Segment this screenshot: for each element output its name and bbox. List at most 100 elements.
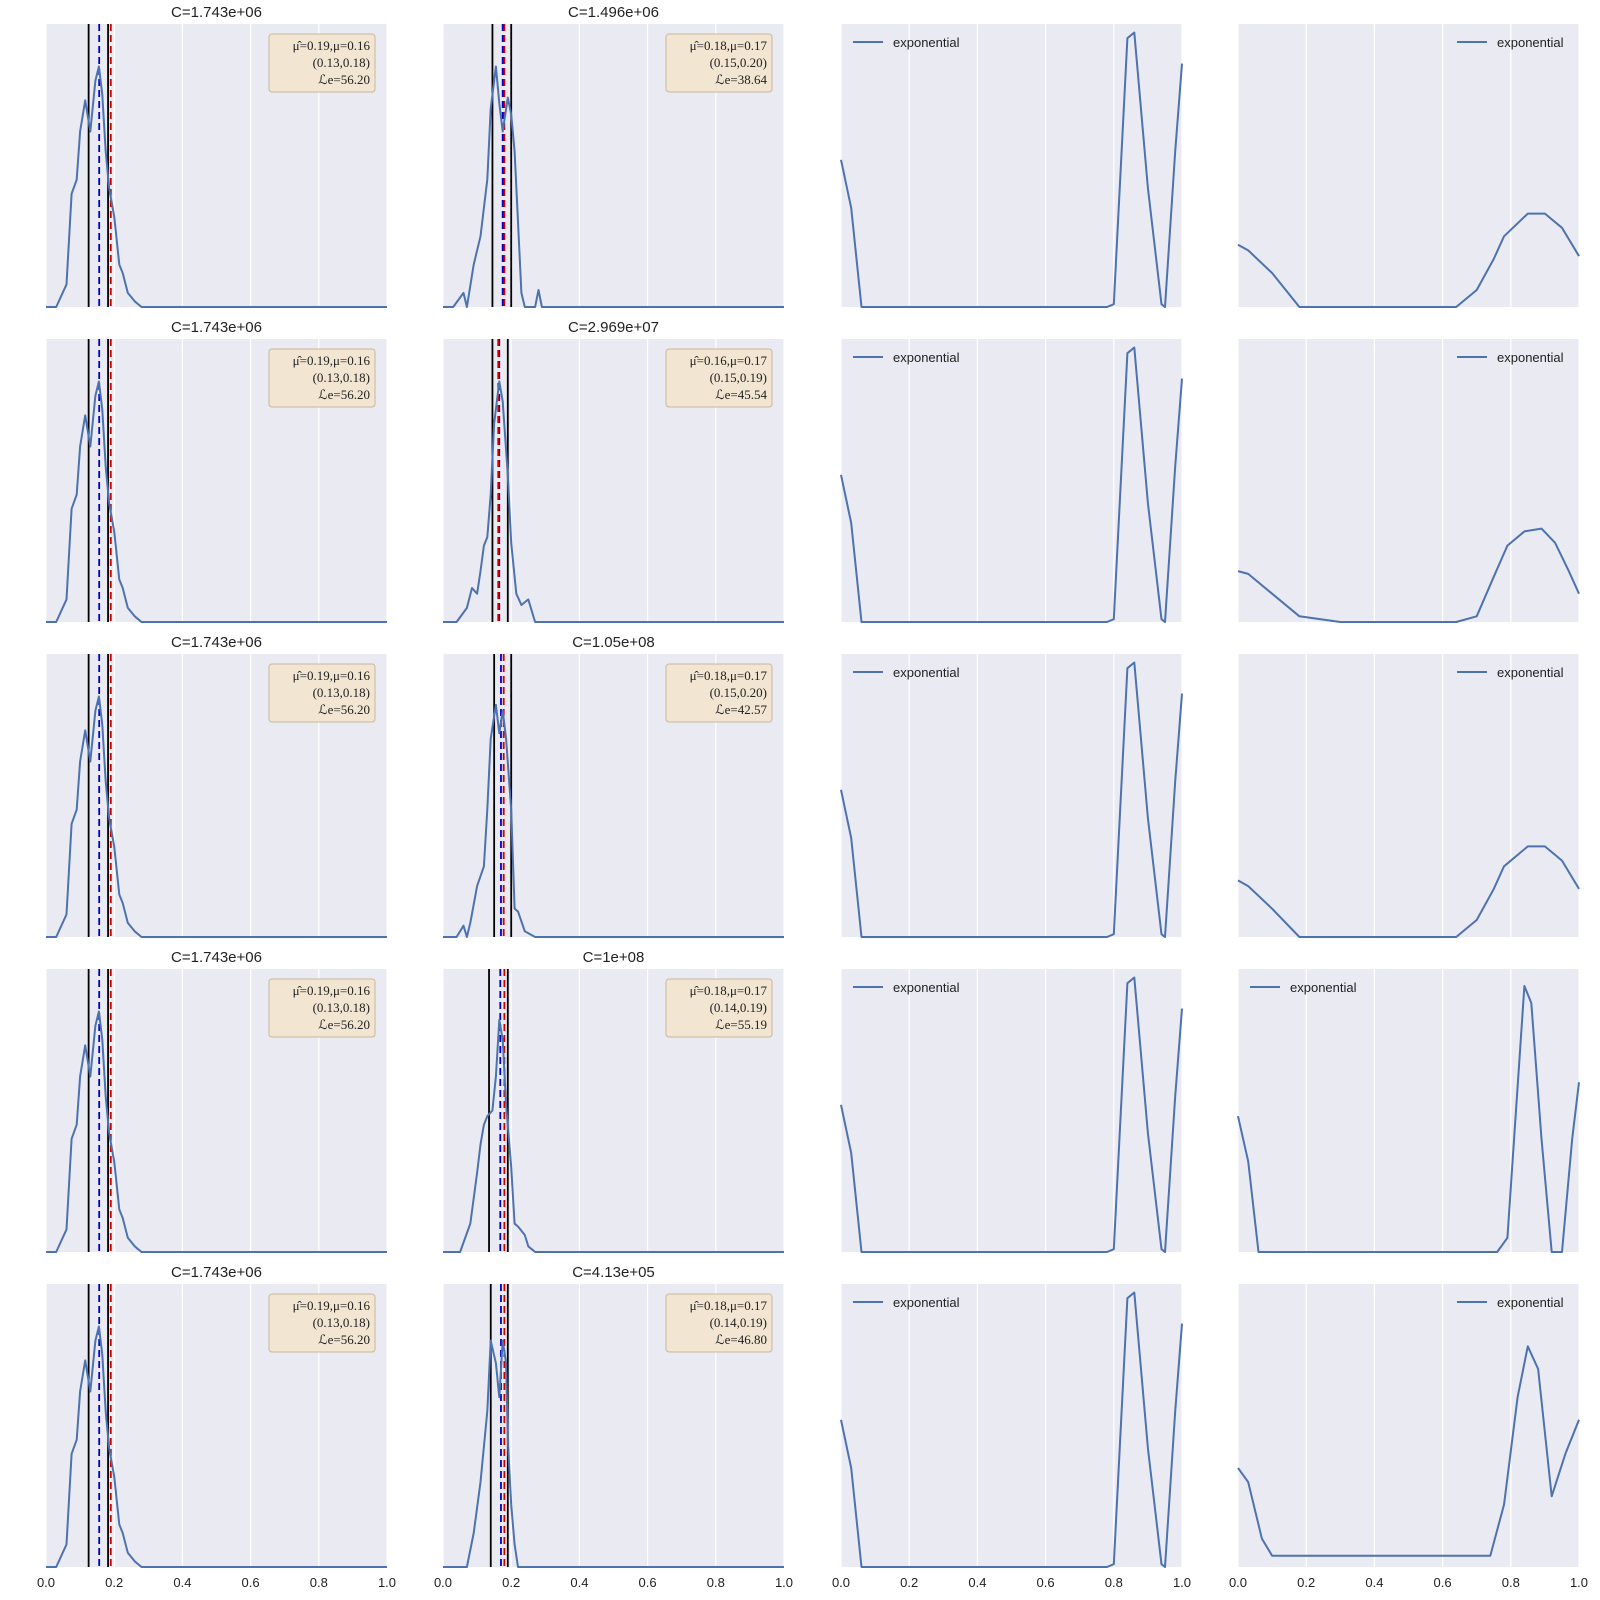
stats-box-line2: (0.15,0.20) (710, 685, 767, 700)
stats-box-line1: μ̂=0.18,μ=0.17 (690, 668, 768, 683)
legend: exponential (1457, 350, 1564, 365)
stats-box-line1: μ̂=0.16,μ=0.17 (690, 353, 768, 368)
stats-box-line3: ℒe=56.20 (318, 1332, 370, 1347)
panel-title: C=1e+08 (583, 949, 645, 966)
series-line (46, 1325, 387, 1568)
x-tick-label: 0.8 (707, 1575, 725, 1590)
panel-r1-c2: C=1.496e+06 μ̂=0.18,μ=0.17 (0.15,0.20) ℒe=3… (442, 4, 785, 308)
series-line (1237, 1345, 1580, 1557)
plot-area (841, 654, 1182, 937)
stats-box-line1: μ̂=0.19,μ=0.16 (293, 983, 371, 998)
x-tick-label: 0.0 (1229, 1575, 1247, 1590)
legend: exponential (1457, 35, 1564, 50)
stats-box-frame (268, 978, 376, 1038)
stats-box-line2: (0.14,0.19) (710, 1000, 767, 1015)
panel-r2-c2: C=2.969e+07 μ̂=0.16,μ=0.17 (0.15,0.19) ℒe=4… (442, 319, 785, 623)
panel-title: C=1.496e+06 (568, 4, 659, 21)
stats-box-frame (665, 348, 773, 408)
legend-label: exponential (893, 665, 960, 680)
stats-box: μ̂=0.18,μ=0.17 (0.14,0.19) ℒe=55.19 (665, 978, 773, 1038)
panel-r5-c2: C=4.13e+05 μ̂=0.18,μ=0.17 (0.14,0.19) ℒe=46… (434, 1264, 793, 1590)
x-tick-label: 0.2 (900, 1575, 918, 1590)
legend: exponential (853, 350, 960, 365)
stats-box-frame (268, 348, 376, 408)
legend-label: exponential (1497, 350, 1564, 365)
x-tick-label: 0.2 (105, 1575, 123, 1590)
panel-title: C=4.13e+05 (572, 1264, 655, 1281)
x-tick-label: 0.6 (242, 1575, 260, 1590)
panel-title: C=1.743e+06 (171, 949, 262, 966)
stats-box-frame (665, 663, 773, 723)
stats-box-frame (665, 1293, 773, 1353)
series-line (840, 1291, 1183, 1568)
plot-area (1238, 339, 1579, 622)
series-line (1237, 212, 1580, 308)
legend-label: exponential (1497, 35, 1564, 50)
legend: exponential (853, 980, 960, 995)
series-line (443, 380, 784, 623)
x-tick-label: 1.0 (1570, 1575, 1588, 1590)
legend-label: exponential (893, 980, 960, 995)
legend-label: exponential (1290, 980, 1357, 995)
legend: exponential (1250, 980, 1357, 995)
stats-box-line3: ℒe=45.54 (715, 387, 767, 402)
plot-area (1238, 24, 1579, 307)
plot-area (1238, 969, 1579, 1252)
stats-box-line3: ℒe=56.20 (318, 702, 370, 717)
x-tick-label: 1.0 (1173, 1575, 1191, 1590)
panel-r1-c3: exponential (840, 24, 1183, 308)
x-tick-label: 0.0 (434, 1575, 452, 1590)
series-line (46, 1010, 387, 1253)
x-tick-label: 0.6 (639, 1575, 657, 1590)
stats-box-line1: μ̂=0.19,μ=0.16 (293, 1298, 371, 1313)
stats-box-line3: ℒe=55.19 (715, 1017, 767, 1032)
panel-r1-c1: C=1.743e+06 μ̂=0.19,μ=0.16 (0.13,0.18) ℒe=5… (45, 4, 388, 308)
x-tick-label: 0.0 (832, 1575, 850, 1590)
legend-label: exponential (1497, 665, 1564, 680)
x-tick-label: 1.0 (378, 1575, 396, 1590)
stats-box: μ̂=0.18,μ=0.17 (0.15,0.20) ℒe=38.64 (665, 33, 773, 93)
panel-title: C=1.743e+06 (171, 634, 262, 651)
series-line (840, 976, 1183, 1253)
x-tick-label: 0.8 (1502, 1575, 1520, 1590)
panel-r1-c4: exponential (1237, 24, 1580, 308)
panel-r5-c3: exponential 0.0 0.2 0.4 0.6 0.8 1.0 (832, 1284, 1191, 1590)
stats-box-line2: (0.13,0.18) (313, 1315, 370, 1330)
series-line (1237, 527, 1580, 623)
plot-area (841, 24, 1182, 307)
panel-title: C=1.743e+06 (171, 1264, 262, 1281)
series-line (443, 703, 784, 938)
panel-r3-c4: exponential (1237, 654, 1580, 938)
stats-box-line2: (0.13,0.18) (313, 1000, 370, 1015)
stats-box: μ̂=0.19,μ=0.16 (0.13,0.18) ℒe=56.20 (268, 663, 376, 723)
x-tick-label: 1.0 (775, 1575, 793, 1590)
series-line (443, 1018, 784, 1253)
stats-box-line2: (0.14,0.19) (710, 1315, 767, 1330)
stats-box-frame (268, 33, 376, 93)
stats-box-line1: μ̂=0.19,μ=0.16 (293, 668, 371, 683)
x-tick-label: 0.6 (1434, 1575, 1452, 1590)
panel-r5-c1: C=1.743e+06 μ̂=0.19,μ=0.16 (0.13,0.18) ℒe=5… (37, 1264, 396, 1590)
stats-box: μ̂=0.18,μ=0.17 (0.15,0.20) ℒe=42.57 (665, 663, 773, 723)
stats-box-frame (665, 978, 773, 1038)
x-tick-label: 0.0 (37, 1575, 55, 1590)
panel-title: C=1.743e+06 (171, 4, 262, 21)
panel-r4-c3: exponential (840, 969, 1183, 1253)
stats-box-line1: μ̂=0.19,μ=0.16 (293, 38, 371, 53)
stats-box-frame (665, 33, 773, 93)
stats-box: μ̂=0.19,μ=0.16 (0.13,0.18) ℒe=56.20 (268, 348, 376, 408)
legend: exponential (1457, 1295, 1564, 1310)
legend: exponential (1457, 665, 1564, 680)
stats-box: μ̂=0.18,μ=0.17 (0.14,0.19) ℒe=46.80 (665, 1293, 773, 1353)
panel-r4-c1: C=1.743e+06 μ̂=0.19,μ=0.16 (0.13,0.18) ℒe=5… (45, 949, 388, 1253)
stats-box-line1: μ̂=0.18,μ=0.17 (690, 983, 768, 998)
panel-title: C=2.969e+07 (568, 319, 659, 336)
plot-area (1238, 654, 1579, 937)
legend: exponential (853, 1295, 960, 1310)
stats-box-frame (268, 663, 376, 723)
stats-box-line1: μ̂=0.18,μ=0.17 (690, 1298, 768, 1313)
plot-area (841, 969, 1182, 1252)
stats-box-line2: (0.13,0.18) (313, 55, 370, 70)
x-tick-label: 0.8 (310, 1575, 328, 1590)
legend-label: exponential (893, 350, 960, 365)
